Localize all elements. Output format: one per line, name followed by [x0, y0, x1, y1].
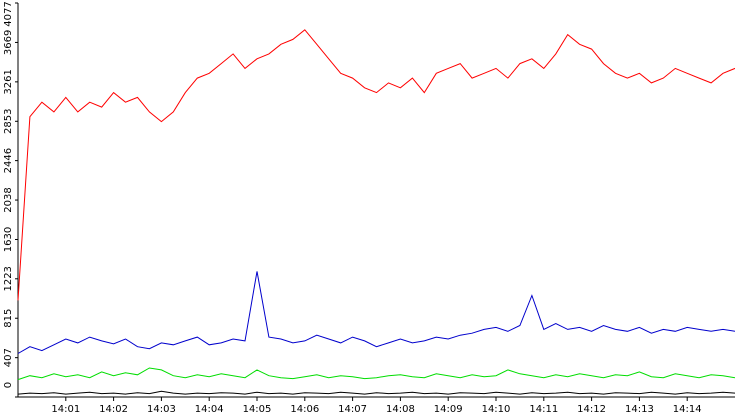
y-tick-label: 2853 [3, 109, 14, 134]
y-tick-label: 1223 [3, 266, 14, 291]
x-tick-label: 14:11 [529, 404, 558, 415]
x-tick-label: 14:02 [99, 404, 128, 415]
y-tick-label: 2446 [3, 148, 14, 173]
x-tick-label: 14:13 [625, 404, 654, 415]
x-tick-label: 14:04 [195, 404, 224, 415]
series-line [17, 271, 735, 354]
x-tick-label: 14:03 [147, 404, 176, 415]
y-tick-label: 1630 [3, 227, 14, 252]
series-line [17, 390, 735, 395]
x-tick-label: 14:12 [577, 404, 606, 415]
x-tick-label: 14:09 [434, 404, 463, 415]
y-tick-label: 2038 [3, 187, 14, 212]
x-tick-label: 14:10 [482, 404, 511, 415]
x-tick-label: 14:14 [673, 404, 702, 415]
y-tick-label: 815 [3, 309, 14, 328]
series-line [17, 367, 735, 381]
x-tick-label: 14:07 [338, 404, 367, 415]
y-tick-label: 407 [3, 348, 14, 367]
y-tick-label: 0 [3, 382, 14, 388]
x-tick-label: 14:05 [243, 404, 272, 415]
y-tick-label: 3261 [3, 69, 14, 94]
y-tick-label: 4077 [3, 1, 14, 26]
y-tick-label: 3669 [3, 30, 14, 55]
series-line [17, 29, 735, 301]
x-tick-label: 14:06 [290, 404, 319, 415]
x-tick-label: 14:08 [386, 404, 415, 415]
x-tick-label: 14:01 [51, 404, 80, 415]
